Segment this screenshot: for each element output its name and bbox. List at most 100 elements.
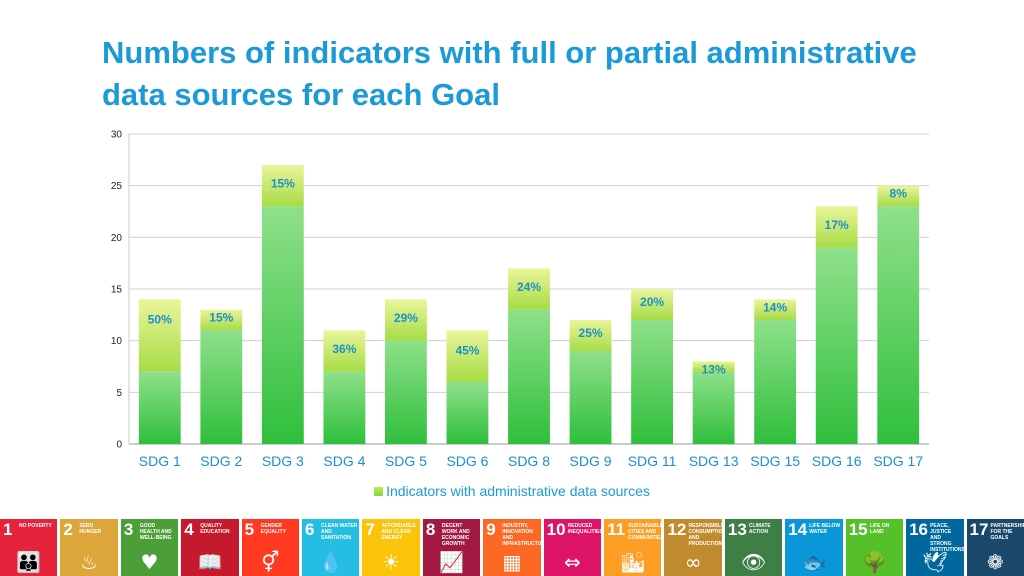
x-tick-label: SDG 17 [873, 453, 923, 469]
sdg-tile-name: Quality Education [200, 523, 230, 535]
tree-icon: 🌳 [861, 550, 887, 574]
sdg-tile-name: Decent Work and Economic Growth [441, 523, 470, 547]
bar-admin-segment [692, 371, 735, 444]
sdg-tile-name: Affordable and Clean Energy [381, 523, 416, 541]
sdg-tile-number: 3 [123, 520, 134, 539]
bar-admin-segment [877, 206, 920, 444]
x-axis-ticks: SDG 1 SDG 2 SDG 3 SDG 4 SDG 5 SDG 6 SDG 8 SDG 9… [139, 453, 924, 469]
dove-icon: 🕊 [922, 550, 948, 574]
sdg-tile-9: 9 Industry, Innovation and Infrastructure… [483, 519, 541, 576]
x-tick-label: SDG 2 [200, 453, 242, 469]
sdg-tile-2: 2 Zero Hunger ♨ [60, 519, 118, 576]
bar-chart: 0 5 10 15 20 25 30 50% 15% 15% 36% 29% 45% 24% 25% 20%… [111, 130, 929, 469]
bar-partial-segment [138, 299, 181, 372]
bar-partial-segment [631, 289, 673, 320]
sdg-tile-number: 8 [425, 520, 436, 539]
sdg-tile-7: 7 Affordable and Clean Energy ☀ [362, 519, 420, 576]
legend: Indicators with administrative data sour… [0, 483, 1024, 499]
sdg-tile-number: 7 [365, 520, 375, 539]
fish-icon: 🐟 [801, 550, 827, 574]
x-tick-label: SDG 4 [323, 453, 365, 469]
data-label: 25% [579, 326, 603, 340]
sdg-tile-14: 14 Life Below Water 🐟 [785, 519, 843, 576]
bar-partial-segment [754, 299, 797, 320]
sdg-tile-name: Sustainable Cities and Communities [628, 523, 662, 541]
sdg-tile-number: 2 [63, 520, 73, 539]
x-tick-label: SDG 1 [139, 453, 181, 469]
data-label: 24% [517, 280, 541, 294]
bar-partial-segment [200, 309, 243, 331]
sdg-tile-15: 15 Life on Land 🌳 [845, 519, 904, 576]
sdg-tile-3: 3 Good Health and Well-Being ♥ [120, 519, 179, 576]
bar-admin-segment [138, 371, 181, 444]
legend-swatch [374, 486, 384, 496]
book-icon: 📖 [197, 550, 223, 574]
infinity-icon: ∞ [684, 550, 702, 574]
sdg-tile-name: Partnerships for the Goals [990, 523, 1024, 541]
sdg-tile-13: 13 Climate Action 👁 [724, 519, 783, 576]
sdg-tile-name: Peace, Justice and Strong Institutions [930, 523, 964, 553]
bar-partial-segment [569, 320, 612, 351]
sdg-tile-1: 1 No Poverty 👪 [0, 519, 58, 576]
sdg-tile-number: 15 [848, 520, 868, 539]
y-tick-label: 30 [111, 130, 123, 141]
bar-admin-segment [754, 320, 797, 444]
bar-admin-segment [200, 330, 243, 444]
bar-partial-segment [261, 165, 304, 207]
sdg-tile-name: Life Below Water [809, 523, 841, 535]
sdg-tile-name: Good Health and Well-Being [139, 523, 172, 541]
y-tick-label: 15 [111, 285, 123, 296]
sdg-tile-number: 6 [305, 520, 315, 539]
bar-admin-segment [508, 309, 550, 444]
y-tick-label: 0 [116, 440, 122, 451]
sdg-tile-number: 17 [969, 520, 989, 539]
bar-admin-segment [323, 371, 366, 444]
data-label: 8% [890, 187, 908, 201]
sdg-tile-number: 13 [727, 520, 747, 539]
sdg-tile-number: 1 [3, 520, 13, 539]
sdg-tile-8: 8 Decent Work and Economic Growth 📈 [422, 519, 481, 576]
sdg-goal-strip: 1 No Poverty 👪 2 Zero Hunger ♨ 3 Good Health an… [0, 519, 1024, 576]
x-tick-label: SDG 16 [812, 453, 862, 469]
growth-chart-icon: 📈 [439, 550, 464, 574]
sdg-tile-6: 6 Clean Water and Sanitation 💧 [302, 519, 360, 576]
sdg-tile-16: 16 Peace, Justice and Strong Institutions… [906, 519, 964, 576]
bar-admin-segment [569, 351, 612, 444]
sdg-tile-name: Life on Land [869, 523, 890, 535]
bar-partial-segment [877, 185, 920, 207]
data-label: 14% [763, 300, 787, 314]
cubes-icon: ▦ [502, 550, 522, 574]
water-icon: 💧 [318, 550, 344, 574]
rings-icon: ❁ [986, 550, 1004, 574]
sdg-tile-name: Zero Hunger [79, 523, 102, 535]
data-label: 50% [148, 312, 172, 326]
x-tick-label: SDG 5 [385, 453, 427, 469]
bar-partial-segment [323, 330, 366, 372]
sdg-tile-number: 4 [184, 520, 194, 539]
y-axis-ticks: 0 5 10 15 20 25 30 [111, 130, 123, 451]
data-label: 20% [640, 295, 664, 309]
gender-icon: ⚥ [261, 550, 280, 574]
sdg-tile-name: Climate Action [748, 523, 771, 535]
family-icon: 👪 [16, 550, 42, 574]
sdg-tile-name: Gender Equality [260, 523, 286, 535]
data-label: 36% [332, 342, 356, 356]
heartbeat-icon: ♥ [140, 550, 159, 574]
y-tick-label: 25 [111, 181, 123, 192]
legend-label: Indicators with administrative data sour… [386, 483, 650, 499]
bar-admin-segment [446, 382, 489, 444]
data-label: 13% [702, 362, 726, 376]
sdg-tile-10: 10 Reduced Inequalities ⇔ [543, 519, 602, 576]
x-tick-label: SDG 3 [262, 453, 304, 469]
sdg-tile-5: 5 Gender Equality ⚥ [241, 519, 300, 576]
y-tick-label: 10 [111, 336, 123, 347]
equality-icon: ⇔ [563, 550, 581, 574]
buildings-icon: 🏙 [620, 550, 646, 574]
y-tick-label: 5 [116, 388, 122, 399]
bar-admin-segment [815, 247, 858, 444]
page-title: Numbers of indicators with full or parti… [102, 35, 917, 112]
data-label: 45% [455, 343, 479, 357]
sdg-tile-number: 12 [667, 520, 687, 539]
y-tick-label: 20 [111, 233, 123, 244]
sun-icon: ☀ [382, 550, 401, 574]
